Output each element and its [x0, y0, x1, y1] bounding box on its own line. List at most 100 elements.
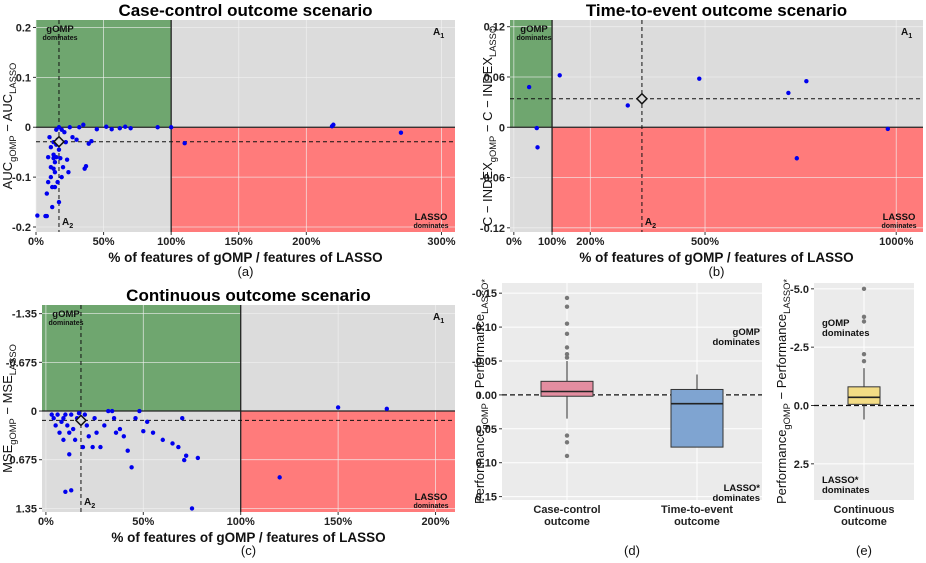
gomp-dominates-sub: dominates: [822, 328, 870, 339]
y-tick-label: -0.06: [480, 173, 505, 185]
gomp-label: gOMP: [46, 24, 74, 35]
y-axis-label-part: Performance: [472, 430, 487, 504]
a1-label-main: A: [901, 27, 908, 38]
outlier-point: [564, 355, 570, 360]
y-axis-label-b: C − INDEXgOMP − C − INDEXLASSO: [480, 26, 498, 226]
outlier-point: [564, 433, 570, 438]
data-point: [94, 127, 100, 132]
data-point: [92, 416, 97, 421]
x-tick-label: 1000%: [879, 236, 913, 248]
gomp-dominates-label: gOMP: [733, 327, 761, 338]
x-tick-label: Time-to-event: [661, 504, 733, 516]
y-axis-label-part: − AUC: [0, 94, 15, 136]
lasso-label-sub: dominates: [881, 223, 916, 230]
a1-label: A1: [433, 312, 444, 325]
a2-label-main: A: [645, 217, 652, 228]
data-point: [786, 90, 791, 96]
y-axis-label-part: gOMP: [488, 136, 498, 162]
data-point: [183, 453, 189, 458]
data-point: [50, 204, 55, 210]
data-point: [63, 140, 68, 145]
x-tick-label: 50%: [132, 516, 154, 528]
a1-label: A1: [901, 27, 912, 40]
lasso-dominates-label: LASSO*: [724, 483, 761, 494]
x-tick-label: 0%: [38, 516, 54, 528]
data-point: [55, 412, 60, 417]
x-tick-label: 50%: [93, 236, 115, 248]
y-tick-label: -5.0: [790, 284, 809, 296]
y-axis-label-part: gOMP: [8, 135, 18, 161]
y-axis-label-part: C − INDEX: [480, 162, 495, 226]
lasso-dominates-sub: dominates: [822, 485, 870, 496]
gomp-label-sub: dominates: [48, 320, 83, 327]
lasso-label-sub: dominates: [413, 223, 448, 230]
y-tick-label: 0: [25, 122, 31, 134]
y-axis-label-e: PerformancegOMP − PerformanceLASSO*: [774, 279, 792, 504]
gomp-label: gOMP: [52, 309, 80, 320]
y-tick-label: -1.35: [12, 309, 37, 321]
y-axis-label-part: AUC: [0, 162, 15, 189]
lasso-dominates-region: [171, 127, 455, 232]
data-point: [102, 423, 107, 428]
x-tick-label: outcome: [544, 516, 590, 528]
data-point: [133, 416, 138, 421]
data-point: [60, 164, 66, 170]
ylabel-b: C − INDEXgOMP − C − INDEXLASSO: [480, 26, 498, 226]
data-point: [67, 430, 72, 435]
data-point: [45, 179, 51, 185]
y-tick-label: 0.1: [16, 72, 31, 84]
data-point: [384, 406, 390, 412]
y-axis-label-part: gOMP: [480, 403, 490, 429]
y-tick-label: -0.10: [472, 322, 497, 334]
gomp-dominates-region: [42, 305, 241, 412]
x-tick-label: 0%: [28, 236, 44, 248]
data-point: [804, 78, 809, 84]
data-point: [155, 125, 160, 130]
y-axis-label-part: LASSO: [8, 63, 18, 94]
a1-label-sub: 1: [908, 31, 912, 40]
data-point: [277, 475, 282, 480]
x-tick-label: 150%: [225, 236, 253, 248]
a2-label-sub: 2: [652, 221, 656, 230]
outlier-point: [564, 345, 570, 350]
y-axis-label-part: LASSO: [488, 26, 498, 57]
data-point: [69, 412, 74, 417]
data-point: [123, 124, 128, 129]
a2-label-sub: 2: [91, 501, 95, 510]
y-axis-label-part: Performance: [774, 430, 789, 504]
data-point: [170, 441, 175, 446]
y-tick-label: 0.12: [484, 22, 505, 34]
lasso-dominates-label: LASSO*: [822, 475, 859, 486]
x-tick-label: 200%: [421, 516, 449, 528]
data-point: [63, 412, 68, 417]
x-tick-label: 150%: [324, 516, 352, 528]
data-point: [82, 412, 88, 417]
data-point: [53, 423, 58, 428]
data-point: [128, 126, 133, 131]
x-tick-label: Case-control: [533, 504, 600, 516]
data-point: [526, 84, 532, 90]
data-point: [54, 154, 59, 160]
reference-diamond: [52, 135, 66, 148]
y-tick-label: 0.10: [476, 458, 497, 470]
y-axis-label-c: MSEgOMP − MSELASSO: [0, 344, 18, 473]
data-point: [70, 135, 75, 140]
y-axis-label-part: − Performance: [774, 314, 789, 403]
data-point: [109, 127, 114, 132]
data-point: [61, 437, 66, 443]
data-point: [59, 419, 64, 425]
data-point: [64, 157, 70, 162]
data-point: [141, 429, 146, 434]
data-point: [90, 444, 95, 450]
data-point: [331, 122, 336, 127]
a2-label: A2: [84, 497, 95, 510]
data-point: [180, 416, 185, 421]
data-point: [65, 423, 70, 428]
panel-caption: (c): [241, 543, 256, 558]
y-axis-label-part: − C − INDEX: [480, 57, 495, 136]
lasso-dominates-region: [552, 127, 923, 232]
y-axis-label-part: LASSO: [8, 344, 18, 375]
y-tick-label: 0.2: [16, 22, 31, 34]
data-point: [49, 412, 54, 417]
